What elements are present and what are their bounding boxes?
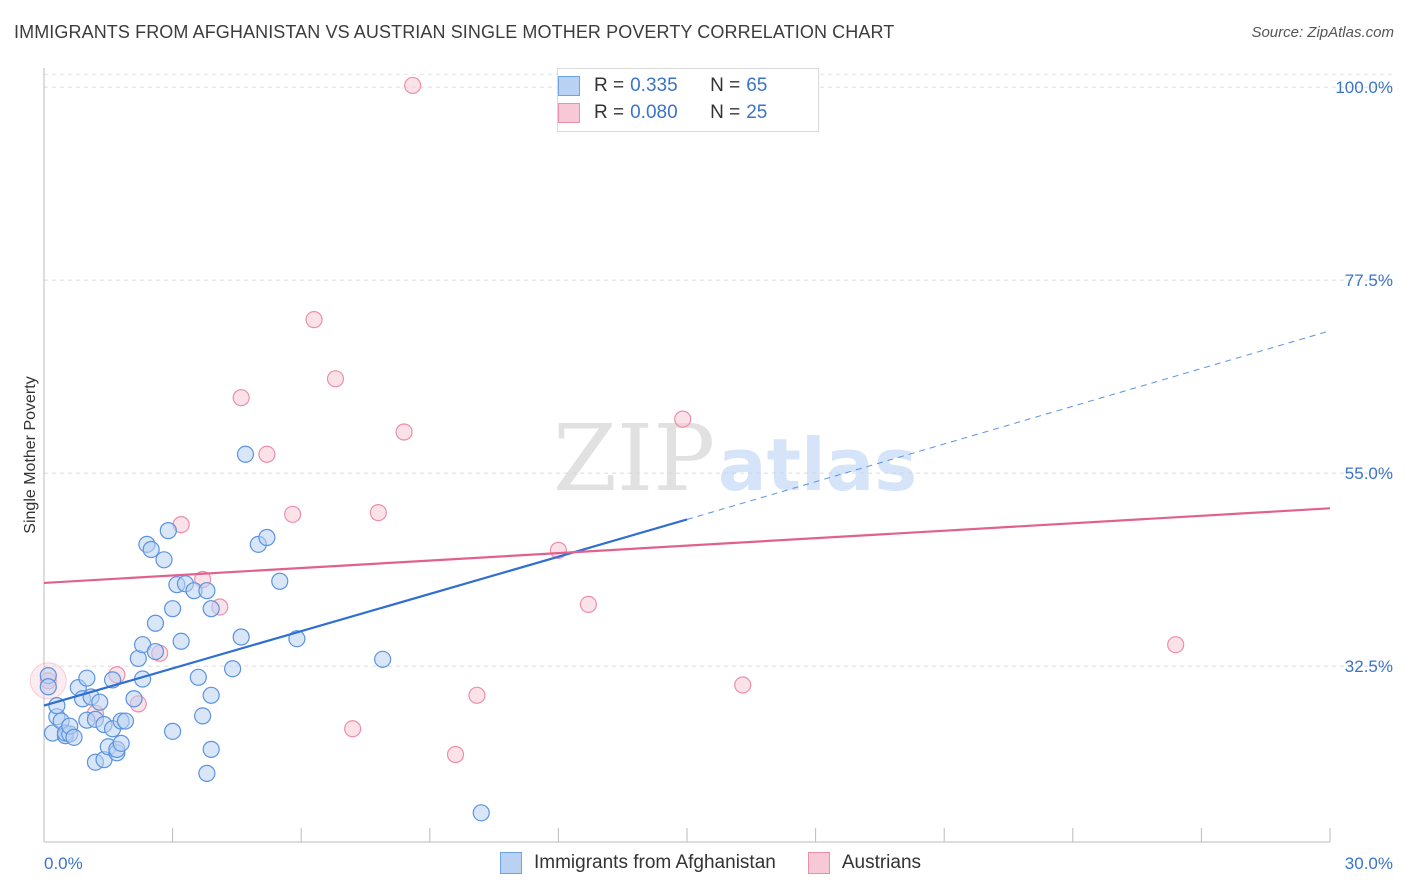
data-point: [472, 804, 490, 822]
legend-r-label: R =: [594, 75, 625, 96]
legend-swatch-pink: [807, 852, 830, 874]
legend-row-austrians: R = 0.080 N = 25: [558, 102, 768, 124]
data-point: [579, 595, 598, 613]
chart-title: IMMIGRANTS FROM AFGHANISTAN VS AUSTRIAN …: [14, 22, 895, 42]
series-afghanistan: [39, 445, 490, 822]
data-point: [202, 686, 220, 704]
data-point: [202, 600, 220, 618]
data-point: [91, 693, 109, 711]
data-point: [326, 370, 345, 388]
legend-r-value: 0.080: [630, 102, 678, 123]
data-point: [202, 740, 220, 758]
trend-lines: [43, 330, 1331, 707]
legend-label: Immigrants from Afghanistan: [534, 852, 776, 873]
y-axis-label: Single Mother Poverty: [22, 376, 39, 533]
data-point: [271, 572, 289, 590]
data-point: [284, 505, 302, 523]
data-point: [1167, 636, 1185, 654]
data-point: [258, 528, 276, 547]
data-point: [288, 630, 306, 648]
data-point: [404, 76, 422, 95]
data-point: [224, 660, 242, 678]
data-point: [142, 540, 160, 559]
data-point: [374, 650, 392, 668]
data-point: [146, 642, 165, 661]
data-point: [305, 311, 323, 329]
legend-r-value: 0.335: [630, 75, 678, 96]
trendline-austrians: [43, 507, 1331, 585]
watermark-atlas: atlas: [718, 423, 917, 507]
data-point: [39, 678, 57, 696]
data-point: [236, 445, 255, 463]
tick-labels: 32.5% 55.0% 77.5% 100.0% 0.0% 30.0%: [44, 78, 1393, 873]
data-point: [369, 504, 387, 522]
data-point: [344, 720, 362, 738]
data-point: [164, 722, 182, 740]
data-point: [232, 389, 250, 407]
grid-lines: [44, 73, 1395, 667]
data-point: [116, 712, 135, 730]
legend-n-label: N =: [710, 75, 741, 96]
trendline-afghanistan: [43, 518, 688, 707]
legend-n-label: N =: [710, 102, 741, 123]
y-tick-label: 100.0%: [1335, 78, 1393, 97]
data-point: [198, 582, 216, 600]
y-tick-label: 55.0%: [1345, 464, 1393, 483]
data-point: [159, 522, 177, 540]
x-tick-label: 0.0%: [44, 854, 83, 873]
data-point: [395, 423, 413, 441]
data-point: [674, 410, 692, 428]
legend-row-afghanistan: R = 0.335 N = 65: [558, 75, 768, 97]
legend-label: Austrians: [841, 852, 922, 873]
legend-item-afghanistan: Immigrants from Afghanistan: [500, 852, 776, 874]
legend-n-value: 25: [746, 102, 768, 123]
y-tick-label: 32.5%: [1345, 657, 1393, 676]
legend-swatch-blue: [558, 76, 580, 96]
data-point: [446, 745, 465, 764]
axes: [43, 68, 1331, 843]
legend-swatch-pink: [558, 103, 580, 123]
data-point: [232, 628, 250, 646]
data-point: [172, 632, 190, 650]
y-tick-label: 77.5%: [1345, 271, 1393, 290]
legend-stats: R = 0.335 N = 65 R = 0.080 N = 25: [557, 68, 819, 132]
data-point: [468, 686, 486, 704]
legend-item-austrians: Austrians: [807, 852, 922, 874]
x-tick-label: 30.0%: [1345, 854, 1393, 873]
data-point: [198, 764, 216, 782]
data-point: [146, 614, 165, 632]
legend-n-value: 65: [746, 75, 768, 96]
trendline-afghanistan-extension: [686, 330, 1331, 520]
data-point: [112, 734, 130, 752]
legend-swatch-blue: [500, 852, 522, 874]
data-point: [78, 669, 96, 687]
data-point: [194, 707, 212, 725]
data-point: [155, 551, 173, 569]
data-point: [65, 728, 83, 746]
source-label: Source: ZipAtlas.com: [1251, 24, 1394, 41]
data-point: [189, 668, 207, 686]
legend-r-label: R =: [594, 102, 625, 123]
data-point: [164, 600, 182, 618]
legend-series: Immigrants from Afghanistan Austrians: [500, 852, 953, 874]
data-point: [125, 690, 143, 708]
data-point: [258, 445, 276, 463]
data-point: [734, 676, 752, 694]
